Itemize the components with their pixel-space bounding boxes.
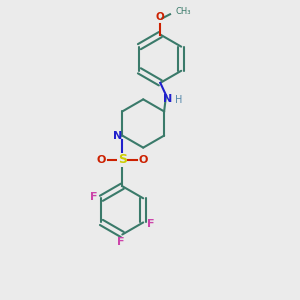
Text: F: F bbox=[117, 237, 124, 247]
Text: N: N bbox=[163, 94, 172, 104]
Text: O: O bbox=[96, 155, 106, 165]
Text: S: S bbox=[118, 153, 127, 166]
Text: CH₃: CH₃ bbox=[176, 8, 191, 16]
Text: O: O bbox=[155, 12, 164, 22]
Text: O: O bbox=[139, 155, 148, 165]
Text: F: F bbox=[147, 219, 154, 229]
Text: F: F bbox=[90, 192, 98, 202]
Text: N: N bbox=[113, 130, 122, 141]
Text: H: H bbox=[175, 95, 182, 105]
